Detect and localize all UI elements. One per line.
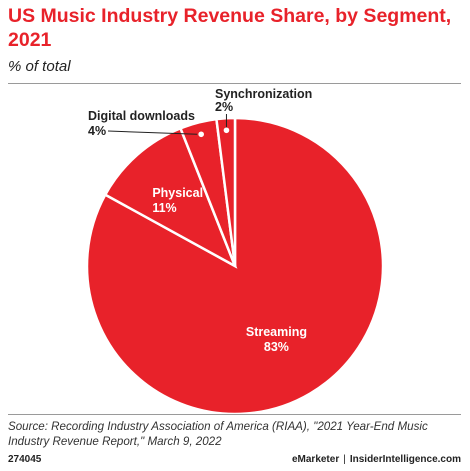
top-divider: [8, 83, 461, 84]
brand-separator: |: [343, 454, 346, 465]
pie-slice-physical: [103, 126, 238, 269]
brand-insiderintelligence: InsiderIntelligence.com: [349, 454, 461, 465]
slice-label-physical: Physical: [152, 186, 203, 200]
bottom-divider: [8, 414, 461, 415]
source-note: Source: Recording Industry Association o…: [8, 420, 428, 448]
leader-dot-synchronization: [223, 127, 230, 134]
slice-value-digital-downloads: 4%: [88, 124, 106, 138]
chart-title: US Music Industry Revenue Share, by Segm…: [8, 5, 452, 51]
slice-label-streaming: Streaming: [246, 325, 307, 339]
slice-value-streaming: 83%: [264, 340, 289, 354]
brand-emarketer: eMarketer: [291, 454, 340, 465]
slice-label-digital-downloads: Digital downloads: [88, 109, 195, 123]
slice-value-physical: 11%: [152, 201, 176, 215]
slice-value-synchronization: 2%: [215, 100, 233, 114]
chart-subtitle: % of total: [8, 58, 71, 75]
brand-footer: eMarketer | InsiderIntelligence.com: [292, 454, 461, 465]
pie-slice-synchronization: [215, 116, 237, 267]
leader-dot-digital-downloads: [198, 131, 204, 138]
leader-line-digital-downloads: [107, 130, 198, 135]
chart-id: 274045: [8, 454, 42, 465]
slice-label-synchronization: Synchronization: [215, 87, 312, 101]
